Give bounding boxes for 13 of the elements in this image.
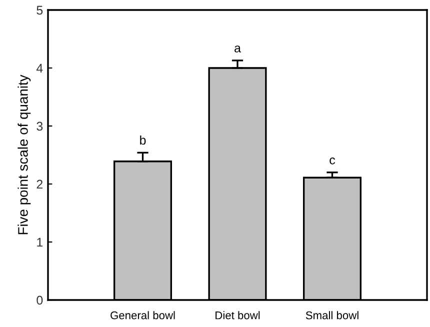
y-tick-label: 2 xyxy=(36,180,43,189)
annotation: a xyxy=(234,46,241,52)
y-axis-title: Five point scale of quanity xyxy=(18,74,31,234)
annotation: b xyxy=(140,135,146,145)
y-tick-label: 0 xyxy=(36,296,43,305)
y-tick-label: 5 xyxy=(36,6,43,15)
x-tick-label: General bowl xyxy=(110,311,175,320)
x-tick-label: Diet bowl xyxy=(216,311,260,320)
y-tick-label: 4 xyxy=(36,64,43,73)
annotation: c xyxy=(330,158,336,164)
y-tick-label: 3 xyxy=(36,122,43,131)
y-tick-label: 1 xyxy=(37,238,43,247)
x-tick-label: Small bowl xyxy=(306,311,358,320)
